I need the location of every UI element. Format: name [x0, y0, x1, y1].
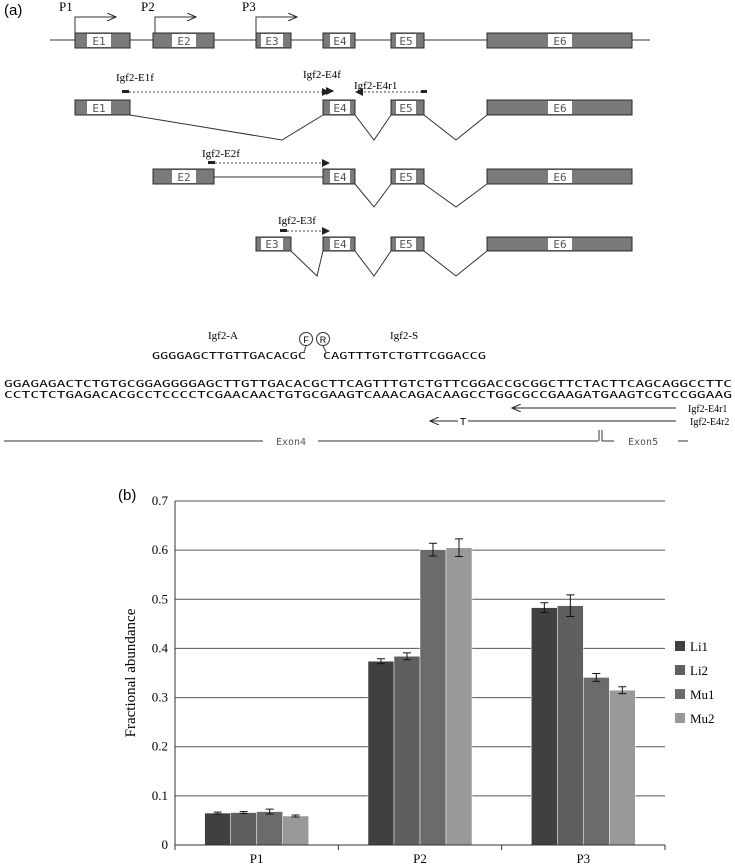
fluorophore-label: F: [303, 335, 309, 345]
probe-sequence-a: GGGGAGCTTGTTGACACGC: [152, 351, 306, 362]
panel-b-label: (b): [118, 487, 136, 504]
bar-Li1-P3: [531, 607, 558, 846]
y-axis-label: Fractional abundance: [123, 608, 139, 737]
bar-Li2-P1: [230, 812, 257, 846]
bar-Mu2-P1: [282, 815, 309, 846]
svg-text:E4: E4: [333, 102, 347, 115]
bar-Mu2-P2: [445, 547, 473, 846]
svg-text:E6: E6: [553, 238, 566, 251]
chart-bars: [204, 547, 636, 846]
svg-text:E1: E1: [92, 102, 105, 115]
y-tick-label: 0.4: [152, 640, 169, 655]
svg-text:E4: E4: [333, 35, 347, 48]
primer-e4r1-label: Igf2-E4r1: [354, 80, 397, 92]
bar-Mu1-P1: [256, 811, 283, 846]
promoter-p1-arrow: [74, 17, 116, 33]
bar-Li1-P1: [204, 812, 231, 846]
svg-text:E4: E4: [333, 238, 347, 251]
x-tick-label-P2: P2: [413, 851, 427, 866]
primer-e2f-label: Igf2-E2f: [202, 148, 240, 160]
exon4-label: Exon4: [276, 437, 306, 448]
promoter-p3-label: P3: [242, 0, 256, 14]
exon-e5: E5: [390, 32, 425, 49]
transcript-e1: Igf2-E1f Igf2-E4f Igf2-E4r1 E1 E4 E5 E6: [74, 69, 633, 141]
bar-Mu1-P3: [583, 677, 610, 846]
probe-igf2a-label: Igf2-A: [208, 330, 238, 342]
transcript-e2: Igf2-E2f E2 E4 E5 E6: [152, 148, 633, 208]
transcript-e3: Igf2-E3f E3 E4 E5 E6: [255, 215, 633, 277]
x-tick-label-P3: P3: [576, 851, 590, 866]
y-tick-label: 0.2: [152, 739, 168, 754]
exon-e6: E6: [486, 32, 633, 49]
svg-text:E6: E6: [553, 171, 566, 184]
legend-label-Mu1: Mu1: [690, 687, 715, 702]
bar-Li2-P2: [393, 656, 421, 846]
promoter-p2-label: P2: [141, 0, 155, 14]
bar-Mu2-P3: [609, 689, 636, 846]
primer-e3f-label: Igf2-E3f: [278, 215, 316, 227]
promoter-p2-arrow: [154, 17, 196, 33]
svg-text:E4: E4: [333, 171, 347, 184]
promoter-p3-arrow: [255, 17, 297, 33]
y-tick-label: 0.5: [152, 591, 168, 606]
fluorophore-circle: [299, 332, 313, 346]
primer-e4r2-mismatch: T: [460, 417, 466, 428]
promoter-p1-label: P1: [59, 0, 73, 14]
legend-label-Li2: Li2: [690, 663, 708, 678]
bar-Mu1-P2: [419, 549, 447, 846]
primer-e1f-label: Igf2-E1f: [116, 72, 154, 84]
chart-error-bars: [213, 538, 627, 818]
legend-swatch-Li2: [675, 665, 685, 675]
chart-legend: Li1 Li2 Mu1 Mu2: [675, 639, 715, 726]
svg-text:E2: E2: [177, 35, 190, 48]
panel-a-label: (a): [4, 2, 22, 19]
svg-text:E5: E5: [399, 171, 412, 184]
legend-label-Mu2: Mu2: [690, 711, 715, 726]
svg-text:E5: E5: [399, 238, 412, 251]
quencher-label: R: [320, 335, 327, 345]
y-tick-label: 0.6: [152, 542, 169, 557]
exon5-label: Exon5: [628, 437, 658, 448]
bar-Li1-P2: [367, 660, 395, 846]
exon-e2: E2: [152, 32, 215, 49]
exon-e1: E1: [74, 32, 131, 49]
svg-text:E2: E2: [177, 171, 190, 184]
x-axis: P1 P2 P3: [174, 501, 666, 866]
rev-primer-e4r2-label: Igf2-E4r2: [690, 417, 729, 428]
probe-igf2s-label: Igf2-S: [390, 330, 418, 342]
sequence-bottom-strand: CCTCTCTGAGACACGCCTCCCCTCGAACAACTGTGCGAAG…: [4, 390, 732, 401]
svg-text:E3: E3: [265, 35, 278, 48]
svg-text:E1: E1: [92, 35, 105, 48]
probe-sequence-s: CAGTTTGTCTGTTCGGACCG: [323, 351, 486, 362]
legend-label-Li1: Li1: [690, 639, 708, 654]
bar-Li2-P3: [557, 605, 584, 846]
svg-text:E5: E5: [399, 35, 412, 48]
quencher-circle: [316, 332, 330, 346]
svg-text:E6: E6: [553, 35, 566, 48]
legend-swatch-Mu1: [675, 689, 685, 699]
sequence-top-strand: GGAGAGACTCTGTGCGGAGGGGAGCTTGTTGACACGCTTC…: [4, 379, 732, 390]
y-axis-ticks: 0 0.1 0.2 0.3 0.4 0.5 0.6 0.7: [152, 493, 169, 852]
svg-text:E5: E5: [399, 102, 412, 115]
svg-text:E3: E3: [265, 238, 278, 251]
bar-chart: 0 0.1 0.2 0.3 0.4 0.5 0.6 0.7 P1 P2 P3 Li1 Li2 Mu1 M…: [123, 493, 715, 866]
legend-swatch-Mu2: [675, 713, 685, 723]
exon-e4: E4: [322, 32, 356, 49]
y-tick-label: 0.7: [152, 493, 169, 508]
y-tick-label: 0: [162, 837, 169, 852]
primer-e4f-label: Igf2-E4f: [303, 69, 341, 81]
legend-swatch-Li1: [675, 641, 685, 651]
y-tick-label: 0.3: [152, 690, 168, 705]
exon-e3: E3: [255, 32, 292, 49]
y-tick-label: 0.1: [152, 788, 168, 803]
x-tick-label-P1: P1: [250, 851, 264, 866]
svg-text:E6: E6: [553, 102, 566, 115]
probe-section: Igf2-A Igf2-S F R GGGGAGCTTGTTGACACGC CA…: [4, 330, 732, 448]
rev-primer-e4r1-label: Igf2-E4r1: [688, 404, 727, 415]
